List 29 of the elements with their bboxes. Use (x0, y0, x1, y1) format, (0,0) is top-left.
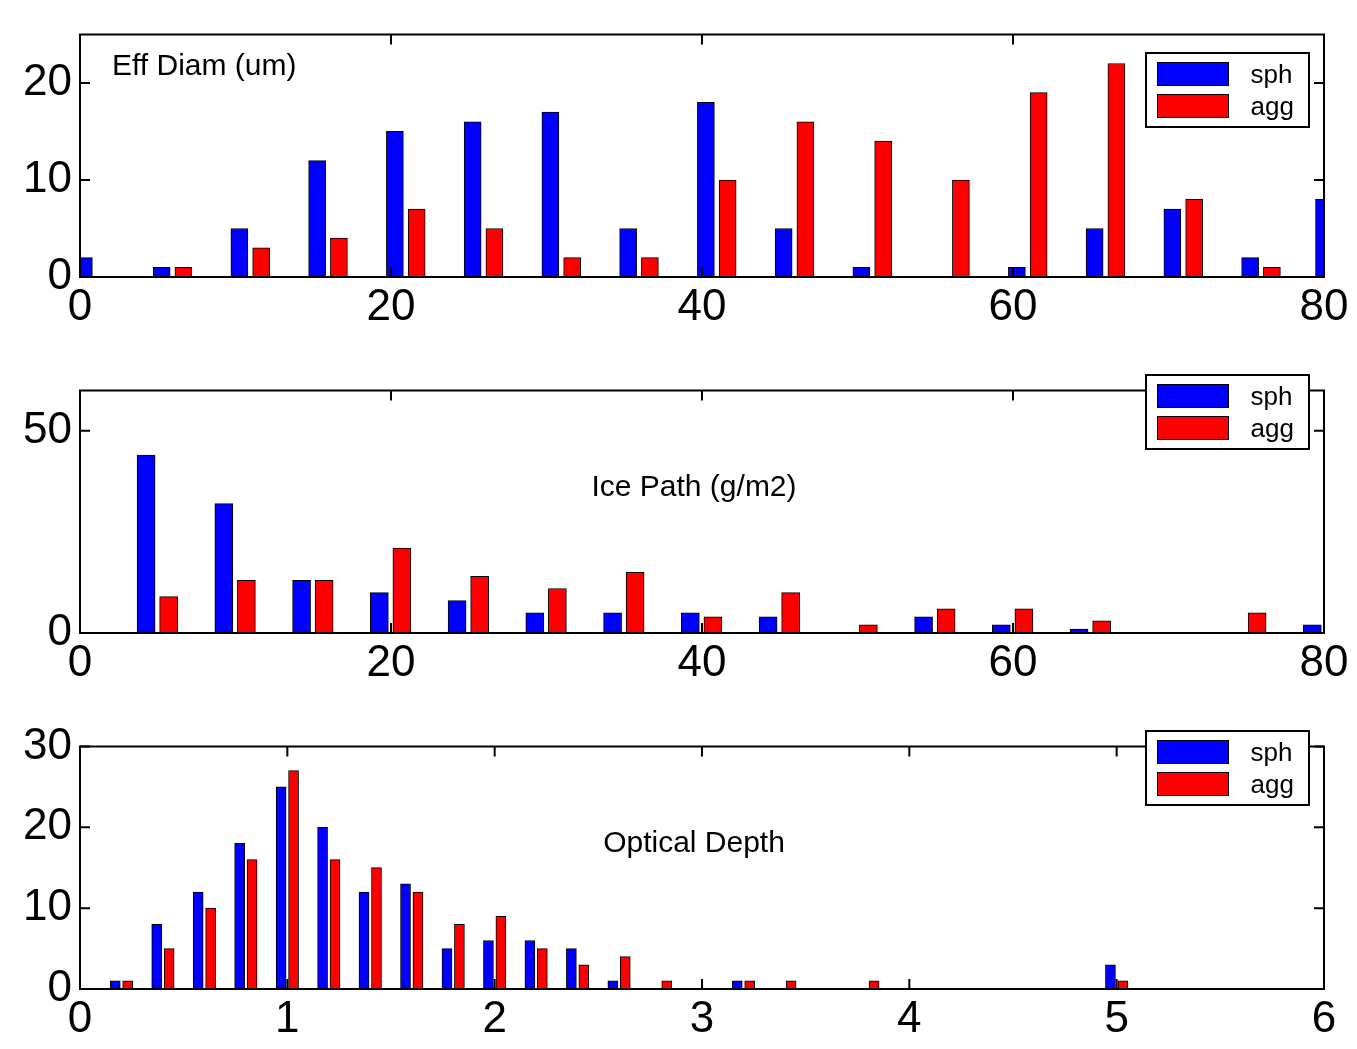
x-tick-label: 80 (1299, 635, 1349, 685)
y-tick-label: 50 (23, 402, 72, 452)
y-tick-label: 20 (23, 55, 72, 105)
x-tick-label: 40 (677, 635, 727, 685)
x-tick-label: 1 (275, 991, 300, 1041)
y-tick-label: 10 (23, 880, 72, 930)
x-tick-label: 3 (689, 991, 715, 1041)
text: Optical Depth (603, 824, 785, 858)
legend-label: agg (1250, 768, 1294, 800)
x-tick-label: 40 (677, 279, 727, 329)
y-tick-label: 30 (23, 718, 72, 768)
legend-label: sph (1250, 736, 1293, 768)
chart-title: Eff Diam (um) (112, 47, 297, 81)
x-tick-label: 20 (366, 635, 416, 685)
legend-label: agg (1250, 90, 1294, 122)
x-tick-label: 20 (366, 279, 416, 329)
x-tick-label: 60 (988, 635, 1038, 685)
x-tick-label: 5 (1104, 991, 1129, 1041)
x-tick-label: 6 (1311, 991, 1337, 1041)
legend-label: agg (1250, 412, 1294, 444)
legend-label: sph (1250, 380, 1293, 412)
y-tick-label: 20 (23, 799, 72, 849)
text: Ice Path (g/m2) (591, 468, 797, 502)
x-tick-label: 80 (1299, 279, 1349, 329)
x-tick-label: 4 (897, 991, 922, 1041)
y-tick-label: 10 (23, 152, 72, 202)
x-tick-label: 60 (988, 279, 1038, 329)
x-tick-label: 2 (482, 991, 507, 1041)
legend-label: sph (1250, 58, 1293, 90)
